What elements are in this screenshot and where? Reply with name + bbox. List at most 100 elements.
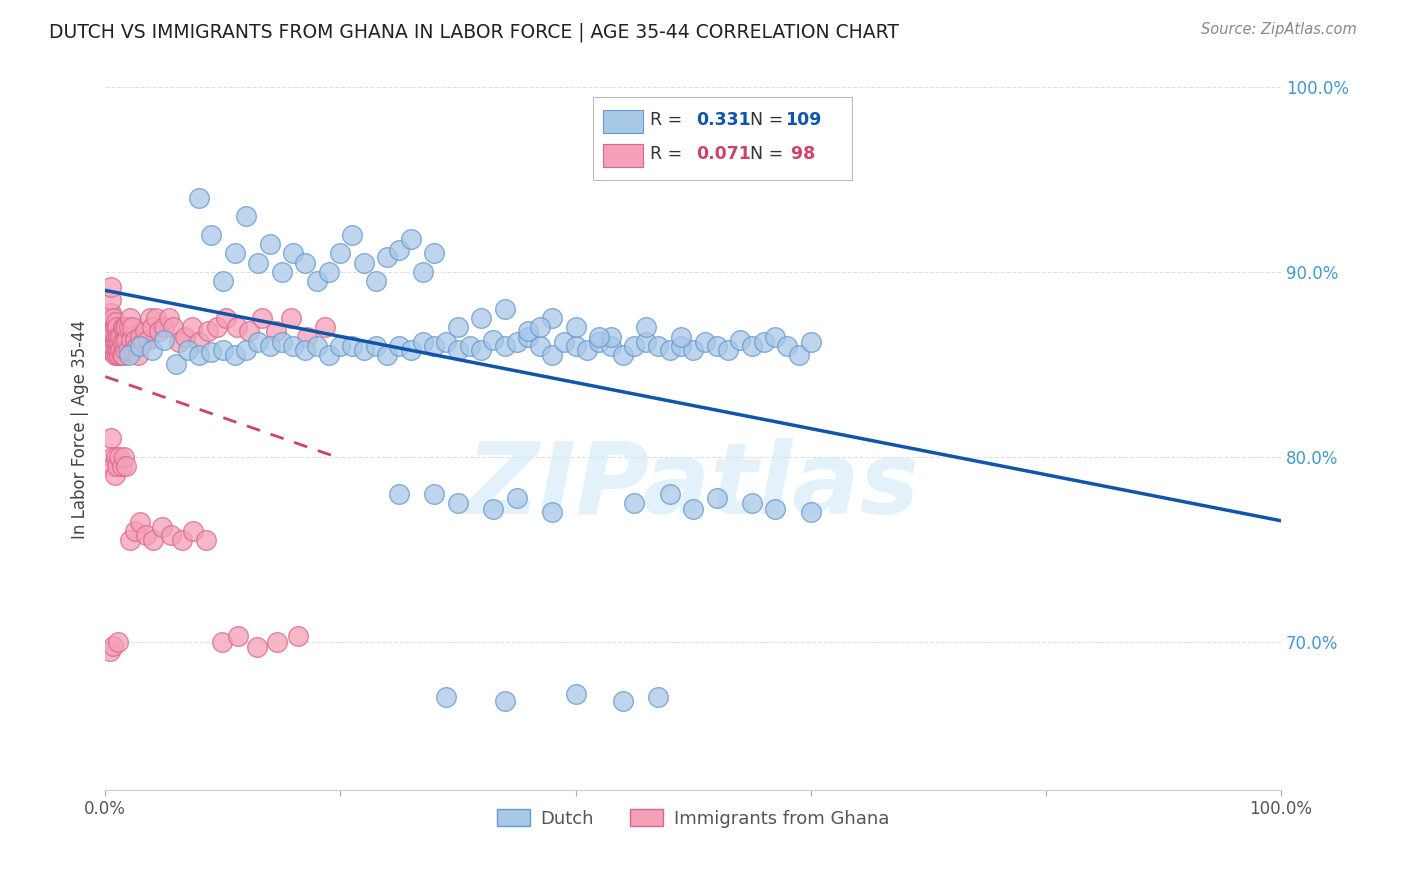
Point xyxy=(564,320,586,334)
Point xyxy=(399,232,422,246)
Point xyxy=(108,335,131,350)
Point xyxy=(388,339,411,353)
Point xyxy=(124,524,146,538)
Text: R =: R = xyxy=(650,112,688,129)
Point xyxy=(100,293,122,307)
Point xyxy=(682,501,704,516)
Point xyxy=(623,496,645,510)
Point xyxy=(103,324,125,338)
Point xyxy=(104,315,127,329)
Text: DUTCH VS IMMIGRANTS FROM GHANA IN LABOR FORCE | AGE 35-44 CORRELATION CHART: DUTCH VS IMMIGRANTS FROM GHANA IN LABOR … xyxy=(49,22,900,42)
Point xyxy=(176,343,198,357)
Point xyxy=(110,330,132,344)
Point xyxy=(305,339,328,353)
Point xyxy=(529,320,551,334)
Point xyxy=(195,533,218,548)
Point xyxy=(162,320,184,334)
Point xyxy=(458,339,481,353)
Point xyxy=(318,348,340,362)
Point xyxy=(101,330,124,344)
Point xyxy=(364,339,387,353)
Point xyxy=(423,487,446,501)
Point xyxy=(100,280,122,294)
Point xyxy=(104,335,127,350)
Point xyxy=(160,527,183,541)
Point xyxy=(115,334,138,348)
Point xyxy=(104,468,127,483)
Point xyxy=(800,506,823,520)
Point xyxy=(105,320,128,334)
Point xyxy=(693,335,716,350)
Point xyxy=(107,330,129,344)
Point xyxy=(717,343,740,357)
Point xyxy=(107,343,129,357)
Point xyxy=(353,256,375,270)
Point xyxy=(388,487,411,501)
Point xyxy=(706,339,728,353)
Point xyxy=(612,694,634,708)
Text: Source: ZipAtlas.com: Source: ZipAtlas.com xyxy=(1201,22,1357,37)
Point xyxy=(110,343,132,357)
Point xyxy=(165,358,187,372)
Point xyxy=(246,640,269,655)
Point xyxy=(104,343,127,357)
Point xyxy=(270,265,292,279)
Point xyxy=(98,320,121,334)
Point xyxy=(283,339,305,353)
Point xyxy=(141,320,163,334)
Text: N =: N = xyxy=(749,112,783,129)
Point xyxy=(200,344,222,359)
Point xyxy=(266,635,288,649)
Point xyxy=(211,274,233,288)
Point xyxy=(211,635,233,649)
Point xyxy=(599,339,621,353)
Point xyxy=(112,335,135,350)
FancyBboxPatch shape xyxy=(603,111,643,134)
Point xyxy=(517,330,540,344)
Text: R =: R = xyxy=(650,145,688,163)
Point xyxy=(226,629,249,643)
Point xyxy=(211,343,233,357)
Point xyxy=(447,343,470,357)
Point xyxy=(111,348,134,362)
FancyBboxPatch shape xyxy=(593,97,852,180)
Point xyxy=(136,334,159,348)
Point xyxy=(776,339,799,353)
Point xyxy=(247,335,270,350)
Point xyxy=(104,320,127,334)
Point xyxy=(104,450,127,464)
Point xyxy=(129,330,152,344)
Point xyxy=(101,315,124,329)
Point xyxy=(112,320,135,334)
Point xyxy=(576,343,599,357)
Point xyxy=(564,339,586,353)
Point xyxy=(100,306,122,320)
Point xyxy=(141,343,163,357)
Point xyxy=(153,334,176,348)
Point xyxy=(225,320,247,334)
Point xyxy=(101,343,124,357)
Point xyxy=(100,432,122,446)
Point xyxy=(283,246,305,260)
Point xyxy=(118,320,141,334)
Point xyxy=(238,324,260,338)
Point xyxy=(434,335,457,350)
Point xyxy=(197,324,219,338)
Point xyxy=(588,335,610,350)
Point xyxy=(122,343,145,357)
Point xyxy=(506,335,529,350)
Point xyxy=(224,246,246,260)
Point xyxy=(120,334,142,348)
Point xyxy=(107,635,129,649)
Point xyxy=(103,339,125,353)
Point xyxy=(98,644,121,658)
Point xyxy=(588,330,610,344)
Point xyxy=(752,335,775,350)
Point xyxy=(118,348,141,362)
Point xyxy=(115,320,138,334)
Point xyxy=(215,311,238,326)
Point xyxy=(270,335,292,350)
Point xyxy=(412,335,434,350)
Point xyxy=(329,339,352,353)
Y-axis label: In Labor Force | Age 35-44: In Labor Force | Age 35-44 xyxy=(72,319,89,539)
